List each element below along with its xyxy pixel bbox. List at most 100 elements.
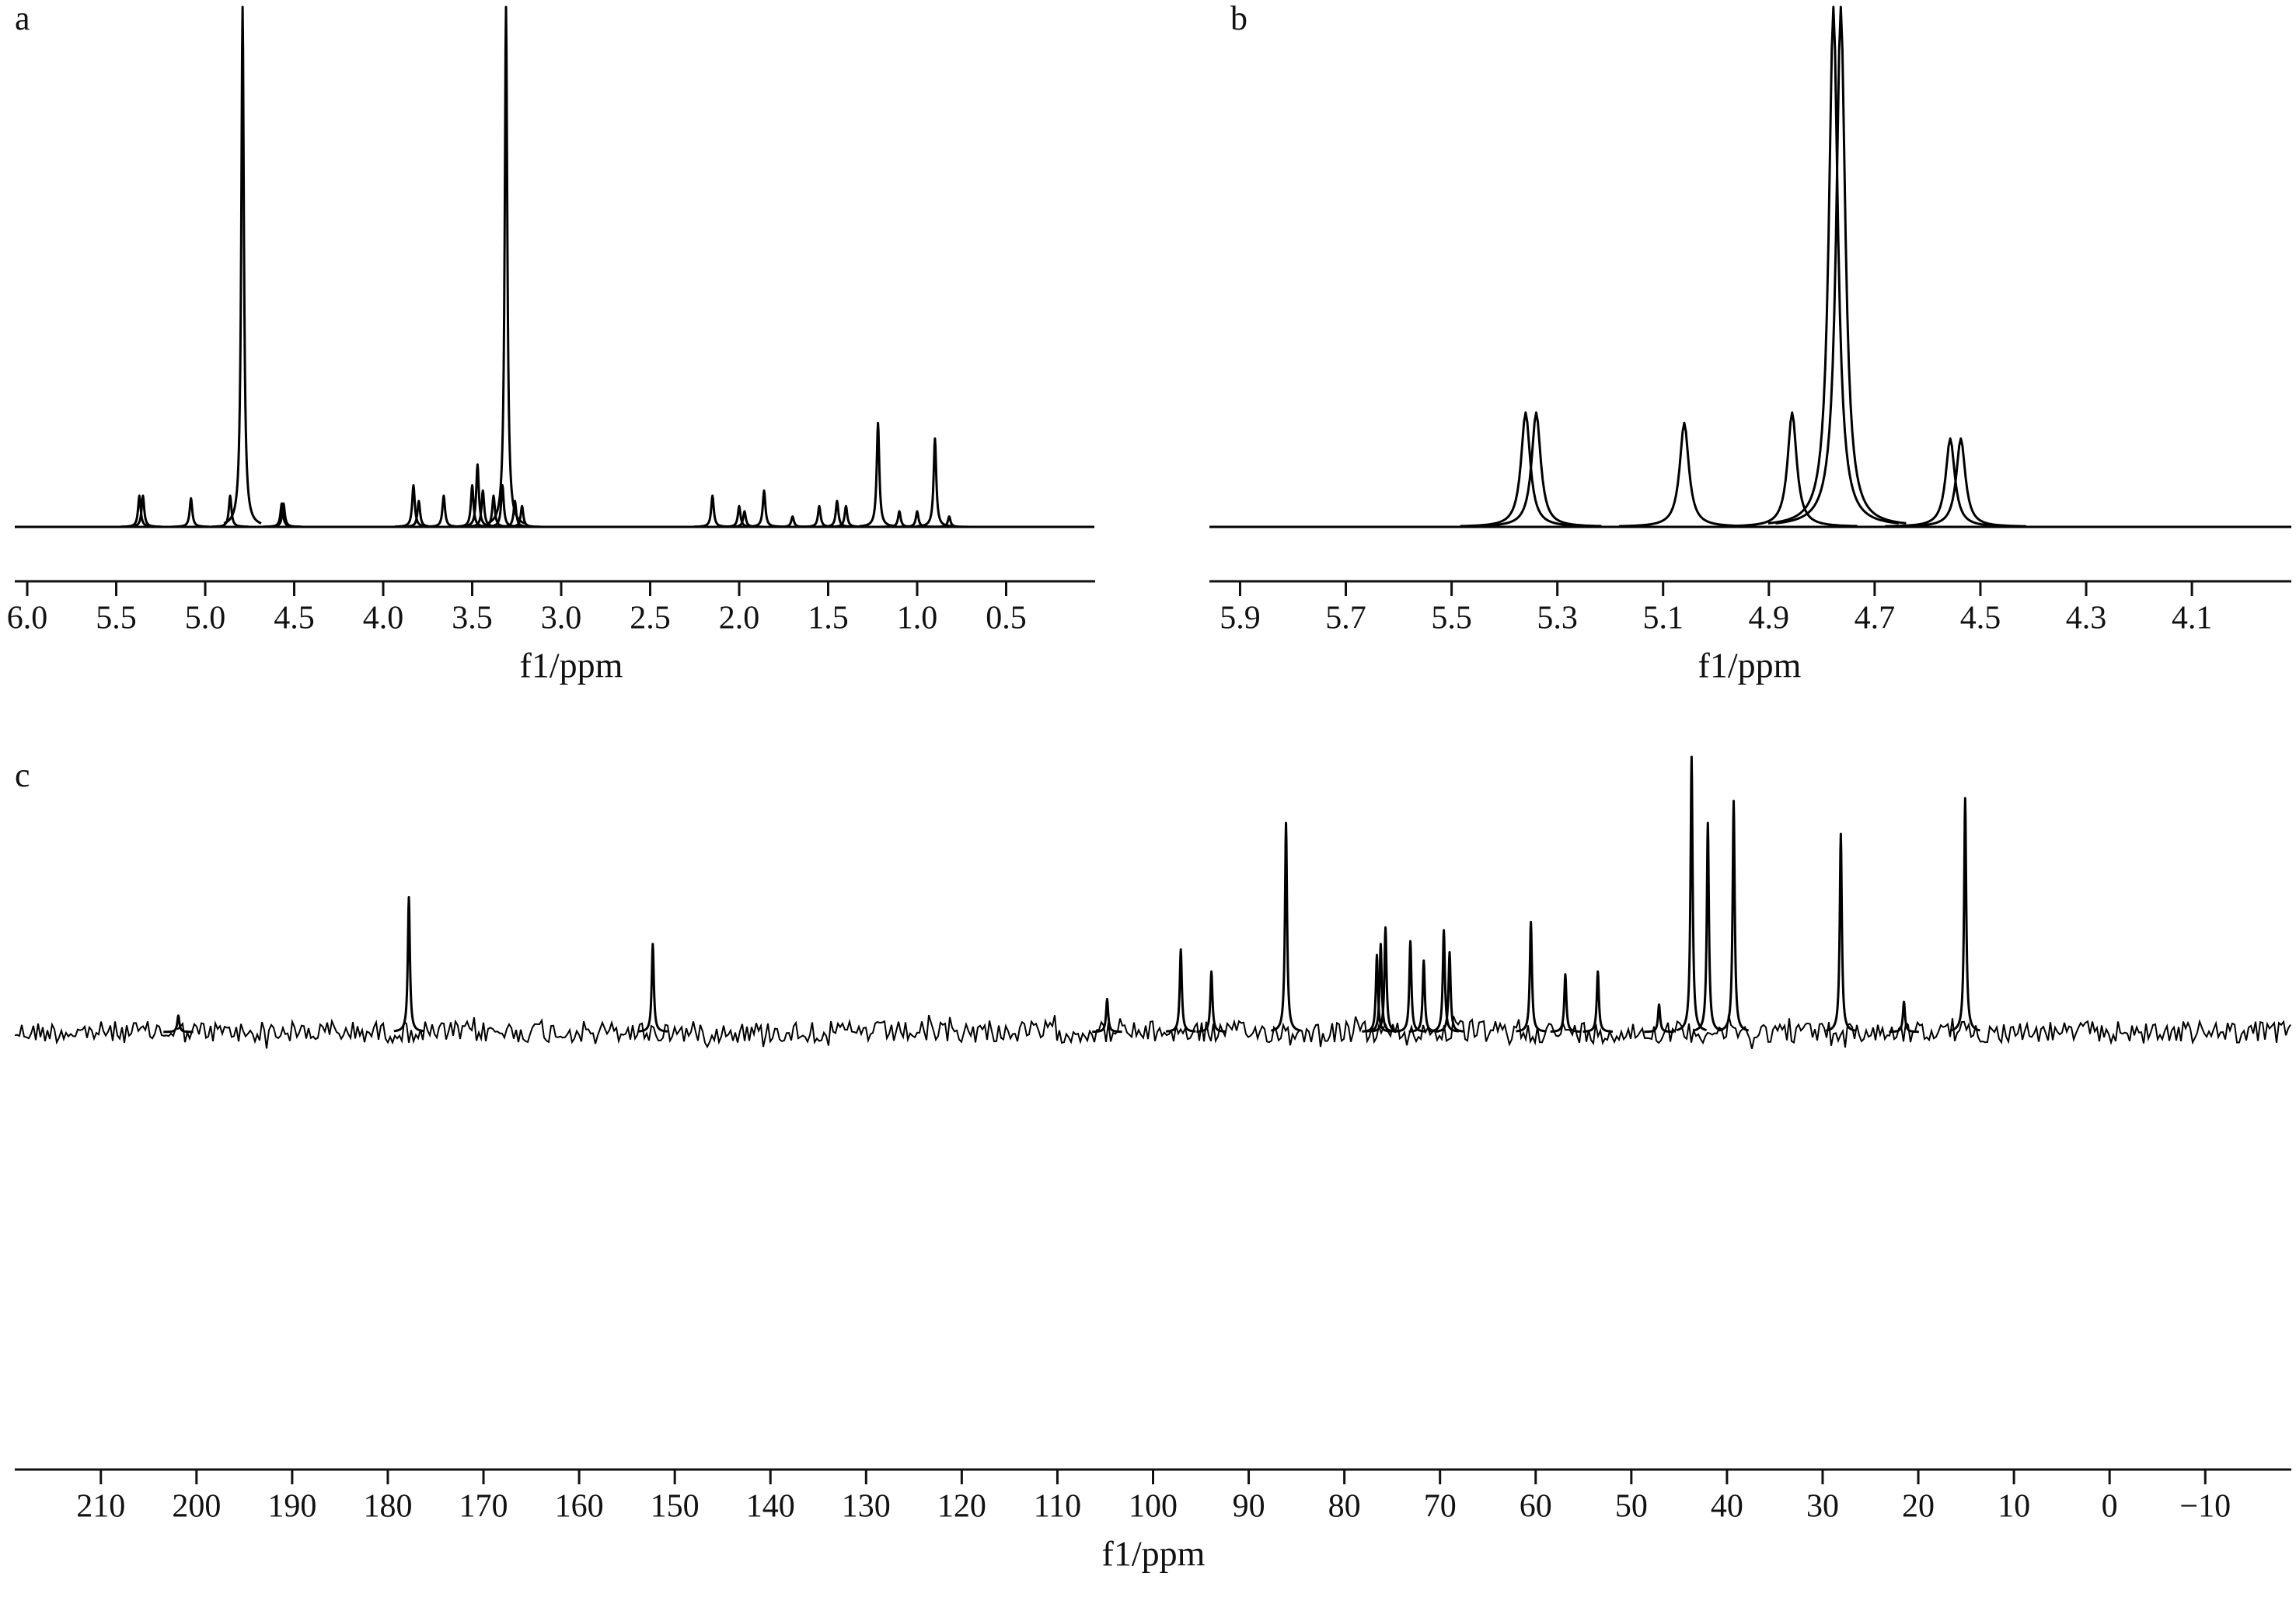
x-tick-label: −10 xyxy=(2179,1489,2231,1525)
x-tick-label: 5.9 xyxy=(1220,601,1261,636)
x-tick-label: 4.3 xyxy=(2066,601,2107,636)
x-tick-label: 0 xyxy=(2102,1489,2118,1525)
x-tick-label: 2.0 xyxy=(719,601,760,636)
x-tick-label: 0.5 xyxy=(986,601,1027,636)
peak xyxy=(1767,5,1899,525)
peak xyxy=(1515,920,1547,1033)
peak xyxy=(930,515,969,528)
peak xyxy=(424,494,463,528)
x-tick-label: 5.7 xyxy=(1325,601,1366,636)
peak xyxy=(1885,437,2016,528)
peak xyxy=(1471,411,1602,528)
x-axis-label: f1/ppm xyxy=(1102,1534,1206,1574)
baseline xyxy=(14,1014,2291,1049)
x-tick-label: 190 xyxy=(267,1489,316,1525)
peak xyxy=(1091,998,1123,1034)
x-tick-label: 1.5 xyxy=(808,601,849,636)
peak xyxy=(1676,755,1708,1032)
x-tick-label: 4.5 xyxy=(1960,601,2001,636)
peak xyxy=(818,500,857,528)
x-tick-label: 4.1 xyxy=(2172,601,2213,636)
peak xyxy=(916,437,954,528)
peak xyxy=(1618,421,1750,528)
x-tick-label: 100 xyxy=(1129,1489,1178,1525)
x-tick-label: 3.0 xyxy=(541,601,582,636)
peak xyxy=(724,510,764,528)
x-tick-label: 120 xyxy=(937,1489,986,1525)
x-tick-label: 5.5 xyxy=(1431,601,1472,636)
peak xyxy=(773,515,812,528)
x-tick-label: 170 xyxy=(459,1489,508,1525)
x-tick-label: 5.1 xyxy=(1642,601,1684,636)
peak xyxy=(826,504,866,528)
panel-label: a xyxy=(15,0,30,37)
x-tick-label: 4.9 xyxy=(1749,601,1790,636)
x-tick-label: 30 xyxy=(1806,1489,1839,1525)
peak xyxy=(898,510,937,528)
x-tick-label: 160 xyxy=(555,1489,604,1525)
x-tick-label: 200 xyxy=(172,1489,221,1525)
x-tick-label: 5.5 xyxy=(96,601,137,636)
x-tick-label: 4.7 xyxy=(1855,601,1896,636)
x-tick-label: 1.0 xyxy=(897,601,938,636)
x-tick-label: 4.5 xyxy=(274,601,315,636)
peak xyxy=(637,943,669,1033)
peak xyxy=(263,502,303,528)
peak xyxy=(1549,973,1582,1033)
peak xyxy=(1726,411,1858,528)
peak xyxy=(123,494,162,528)
peak xyxy=(502,504,542,528)
peak xyxy=(1582,970,1614,1033)
x-tick-label: 140 xyxy=(746,1489,795,1525)
peak xyxy=(720,504,759,528)
x-tick-label: 3.5 xyxy=(452,601,493,636)
peak xyxy=(487,5,525,525)
peak xyxy=(1270,821,1302,1032)
x-axis-label: f1/ppm xyxy=(1698,646,1802,685)
x-tick-label: 80 xyxy=(1328,1489,1361,1525)
peak xyxy=(858,421,898,528)
peak xyxy=(1949,797,1981,1032)
x-tick-label: 20 xyxy=(1902,1489,1935,1525)
panel-label: b xyxy=(1230,0,1247,37)
peak xyxy=(394,483,433,528)
peak xyxy=(1775,5,1907,525)
peak xyxy=(162,1014,194,1034)
x-tick-label: 2.5 xyxy=(630,601,671,636)
peak xyxy=(1692,821,1724,1032)
peak xyxy=(223,5,263,525)
x-tick-label: 40 xyxy=(1711,1489,1743,1525)
x-tick-label: 210 xyxy=(76,1489,125,1525)
peak xyxy=(1825,832,1857,1032)
peak xyxy=(1428,929,1460,1033)
x-tick-label: 5.0 xyxy=(185,601,226,636)
peak xyxy=(1433,950,1466,1033)
peak xyxy=(211,494,249,528)
peak xyxy=(393,896,425,1033)
peak xyxy=(1888,1000,1920,1034)
peak xyxy=(463,489,503,528)
peak xyxy=(1394,940,1426,1033)
x-tick-label: 50 xyxy=(1615,1489,1648,1525)
x-tick-label: 10 xyxy=(1998,1489,2030,1525)
peak xyxy=(1164,948,1197,1033)
peak xyxy=(1195,970,1227,1033)
peak xyxy=(1460,411,1591,528)
x-tick-label: 180 xyxy=(363,1489,412,1525)
x-tick-label: 5.3 xyxy=(1537,601,1578,636)
peak xyxy=(171,497,211,528)
x-tick-label: 90 xyxy=(1233,1489,1265,1525)
x-axis-label: f1/ppm xyxy=(520,646,623,685)
x-tick-label: 4.0 xyxy=(363,601,404,636)
x-tick-label: 60 xyxy=(1520,1489,1552,1525)
peak xyxy=(745,489,783,528)
x-tick-label: 130 xyxy=(842,1489,891,1525)
peak xyxy=(693,494,732,528)
x-tick-label: 110 xyxy=(1034,1489,1081,1525)
panel-label: c xyxy=(15,756,30,794)
peak xyxy=(1718,800,1750,1032)
peak xyxy=(1643,1003,1675,1034)
x-tick-label: 6.0 xyxy=(7,601,48,636)
